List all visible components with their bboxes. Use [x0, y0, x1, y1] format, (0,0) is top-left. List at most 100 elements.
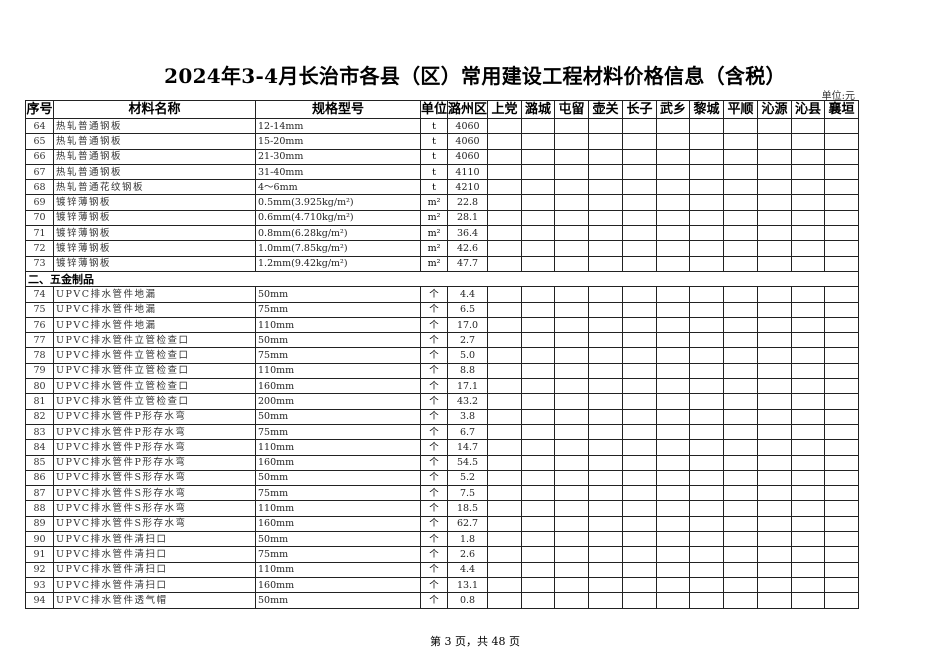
spec-model: 75mm [255, 423, 421, 441]
price-cell-empty [588, 485, 624, 502]
price-cell-empty [791, 469, 826, 487]
table-row: 69 镀锌薄钢板 0.5mm(3.925kg/m²) m² 22.8 [25, 194, 860, 211]
price-cell-empty [588, 515, 624, 533]
price-cell-empty [554, 332, 590, 349]
price-cell-empty [487, 255, 523, 272]
price-luzhou: 4060 [447, 148, 489, 165]
column-header: 长子 [622, 100, 658, 119]
price-cell-empty [689, 500, 725, 517]
price-cell-empty [588, 531, 624, 548]
price-cell-empty [689, 225, 725, 242]
row-number: 93 [25, 576, 54, 594]
price-cell-empty [791, 301, 826, 318]
material-name: 热轧普通花纹钢板 [53, 179, 256, 196]
unit: t [419, 148, 449, 165]
price-cell-empty [791, 240, 826, 257]
row-number: 65 [25, 133, 54, 150]
material-name: UPVC排水管件P形存水弯 [53, 454, 256, 471]
price-cell-empty [791, 286, 826, 303]
price-cell-empty [689, 423, 725, 441]
price-cell-empty [757, 347, 793, 364]
price-cell-empty [723, 347, 759, 364]
unit: 个 [419, 469, 449, 487]
material-name: 热轧普通钢板 [53, 148, 256, 165]
price-cell-empty [554, 133, 590, 150]
price-cell-empty [824, 485, 860, 502]
price-luzhou: 28.1 [447, 209, 489, 227]
spec-model: 0.5mm(3.925kg/m²) [255, 194, 421, 211]
price-cell-empty [723, 163, 759, 181]
price-cell-empty [791, 209, 826, 227]
price-luzhou: 4060 [447, 133, 489, 150]
table-row: 85 UPVC排水管件P形存水弯 160mm 个 54.5 [25, 454, 860, 471]
price-luzhou: 1.8 [447, 531, 489, 548]
price-cell-empty [824, 408, 860, 425]
price-cell-empty [757, 515, 793, 533]
price-luzhou: 4.4 [447, 286, 489, 303]
row-number: 78 [25, 347, 54, 364]
table-row: 84 UPVC排水管件P形存水弯 110mm 个 14.7 [25, 439, 860, 456]
price-cell-empty [757, 378, 793, 395]
price-cell-empty [656, 255, 691, 272]
price-cell-empty [791, 546, 826, 563]
material-name: UPVC排水管件清扫口 [53, 561, 256, 578]
price-cell-empty [656, 454, 691, 471]
price-cell-empty [487, 576, 523, 594]
price-luzhou: 5.0 [447, 347, 489, 364]
material-name: 镀锌薄钢板 [53, 240, 256, 257]
row-number: 66 [25, 148, 54, 165]
unit: m² [419, 255, 449, 272]
row-number: 80 [25, 378, 54, 395]
price-cell-empty [656, 133, 691, 150]
price-cell-empty [554, 485, 590, 502]
price-cell-empty [622, 454, 658, 471]
price-cell-empty [656, 316, 691, 334]
price-cell-empty [689, 316, 725, 334]
price-table: 序号 材料名称 规格型号 单位 潞州区 上党 潞城 屯留 壶关 长子 武乡 黎城 平顺 沁源 沁县 襄垣 64… [24, 100, 860, 609]
price-cell-empty [554, 163, 590, 181]
price-cell-empty [554, 347, 590, 364]
price-cell-empty [554, 576, 590, 594]
price-cell-empty [487, 592, 523, 609]
price-cell-empty [521, 286, 556, 303]
price-cell-empty [791, 179, 826, 196]
price-cell-empty [588, 225, 624, 242]
row-number: 69 [25, 194, 54, 211]
price-cell-empty [656, 148, 691, 165]
spec-model: 200mm [255, 393, 421, 410]
price-cell-empty [487, 332, 523, 349]
price-cell-empty [656, 515, 691, 533]
spec-model: 12-14mm [255, 117, 421, 135]
price-cell-empty [554, 393, 590, 410]
price-cell-empty [689, 378, 725, 395]
table-row: 67 热轧普通钢板 31-40mm t 4110 [25, 163, 860, 181]
price-cell-empty [521, 332, 556, 349]
unit: 个 [419, 347, 449, 364]
price-cell-empty [824, 286, 860, 303]
price-cell-empty [622, 179, 658, 196]
material-name: 镀锌薄钢板 [53, 255, 256, 272]
price-cell-empty [723, 286, 759, 303]
price-cell-empty [656, 378, 691, 395]
price-cell-empty [656, 423, 691, 441]
price-cell-empty [689, 179, 725, 196]
price-cell-empty [824, 133, 860, 150]
price-cell-empty [791, 378, 826, 395]
price-cell-empty [757, 408, 793, 425]
price-cell-empty [689, 347, 725, 364]
column-header: 潞城 [521, 100, 556, 119]
column-header: 襄垣 [824, 100, 860, 119]
price-cell-empty [757, 194, 793, 211]
price-cell-empty [588, 240, 624, 257]
price-cell-empty [689, 469, 725, 487]
price-cell-empty [791, 225, 826, 242]
price-cell-empty [521, 439, 556, 456]
unit: 个 [419, 408, 449, 425]
price-cell-empty [521, 531, 556, 548]
price-cell-empty [521, 225, 556, 242]
price-cell-empty [824, 515, 860, 533]
price-cell-empty [554, 225, 590, 242]
price-cell-empty [622, 546, 658, 563]
price-luzhou: 2.6 [447, 546, 489, 563]
price-cell-empty [723, 469, 759, 487]
